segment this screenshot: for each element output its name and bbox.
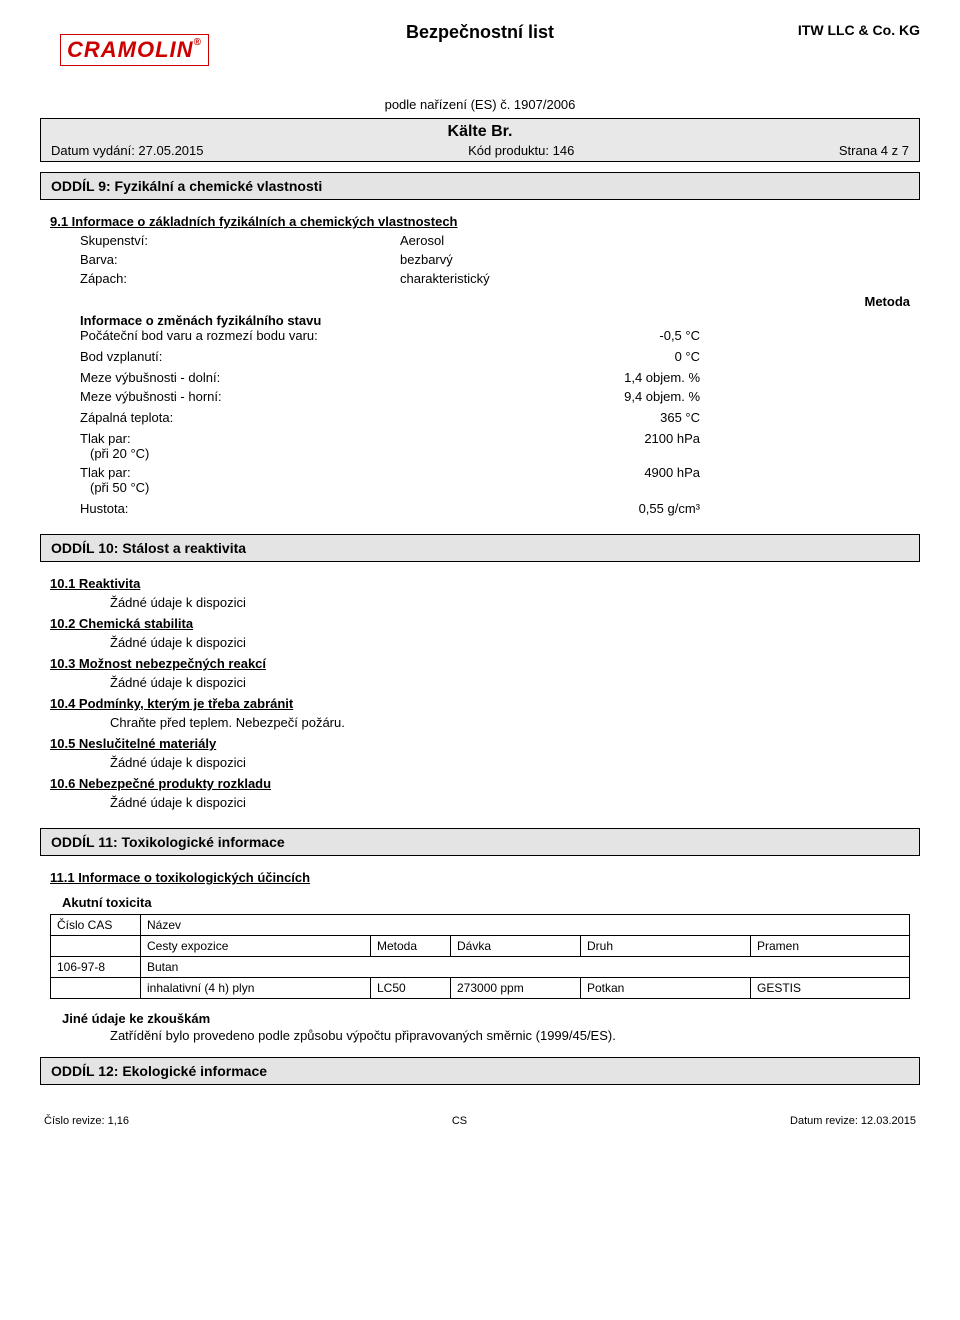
substance-name: Butan [141, 957, 910, 978]
ignition-label: Zápalná teplota: [80, 410, 400, 425]
page-number: Strana 4 z 7 [839, 143, 909, 158]
footer-revision-no: Číslo revize: 1,16 [44, 1115, 129, 1127]
explosion-lower-label: Meze výbušnosti - dolní: [80, 370, 400, 385]
boiling-value: -0,5 °C [400, 328, 700, 343]
s10-5-text: Žádné údaje k dispozici [50, 755, 910, 770]
th-dose: Dávka [451, 936, 581, 957]
odor-value: charakteristický [400, 271, 490, 286]
issue-date: Datum vydání: 27.05.2015 [51, 143, 204, 158]
section-9-1-heading: 9.1 Informace o základních fyzikálních a… [50, 214, 910, 229]
th-route: Cesty expozice [141, 936, 371, 957]
s10-2-head: 10.2 Chemická stabilita [50, 616, 910, 631]
density-value: 0,55 g/cm³ [400, 501, 700, 516]
method-value: LC50 [371, 978, 451, 999]
cas-number: 106-97-8 [51, 957, 141, 978]
regulation-line: podle nařízení (ES) č. 1907/2006 [40, 97, 920, 112]
state-value: Aerosol [400, 233, 444, 248]
color-value: bezbarvý [400, 252, 453, 267]
other-tests-text: Zatřídění bylo provedeno podle způsobu v… [50, 1028, 910, 1043]
s10-6-head: 10.6 Nebezpečné produkty rozkladu [50, 776, 910, 791]
brand-logo: CRAMOLIN® [60, 34, 209, 66]
product-band: Kälte Br. Datum vydání: 27.05.2015 Kód p… [40, 118, 920, 162]
section-11-header: ODDÍL 11: Toxikologické informace [40, 828, 920, 856]
color-label: Barva: [80, 252, 400, 267]
toxicity-table: Číslo CAS Název Cesty expozice Metoda Dá… [50, 914, 910, 999]
explosion-upper-label: Meze výbušnosti - horní: [80, 389, 400, 404]
logo-text: CRAMOLIN® [67, 37, 202, 62]
flash-label: Bod vzplanutí: [80, 349, 400, 364]
source-value: GESTIS [751, 978, 910, 999]
flash-value: 0 °C [400, 349, 700, 364]
s10-3-head: 10.3 Možnost nebezpečných reakcí [50, 656, 910, 671]
s10-5-head: 10.5 Neslučitelné materiály [50, 736, 910, 751]
s10-4-head: 10.4 Podmínky, kterým je třeba zabránit [50, 696, 910, 711]
s10-2-text: Žádné údaje k dispozici [50, 635, 910, 650]
vapor20-note: (při 20 °C) [80, 446, 149, 461]
th-species: Druh [581, 936, 751, 957]
th-source: Pramen [751, 936, 910, 957]
s11-1-head: 11.1 Informace o toxikologických účincíc… [50, 870, 910, 885]
density-label: Hustota: [80, 501, 400, 516]
s10-1-head: 10.1 Reaktivita [50, 576, 910, 591]
other-tests-heading: Jiné údaje ke zkouškám [62, 1011, 910, 1026]
dose-value: 273000 ppm [451, 978, 581, 999]
ignition-value: 365 °C [400, 410, 700, 425]
section-12-header: ODDÍL 12: Ekologické informace [40, 1057, 920, 1085]
section-10-header: ODDÍL 10: Stálost a reaktivita [40, 534, 920, 562]
phys-changes-heading: Informace o změnách fyzikálního stavu [50, 313, 910, 328]
footer-lang: CS [452, 1115, 467, 1127]
product-code: Kód produktu: 146 [468, 143, 574, 158]
product-name: Kälte Br. [41, 121, 919, 143]
vapor20-value: 2100 hPa [400, 431, 700, 461]
vapor50-value: 4900 hPa [400, 465, 700, 495]
company-name: ITW LLC & Co. KG [798, 22, 920, 38]
state-label: Skupenství: [80, 233, 400, 248]
th-method: Metoda [371, 936, 451, 957]
s10-4-text: Chraňte před teplem. Nebezpečí požáru. [50, 715, 910, 730]
s10-3-text: Žádné údaje k dispozici [50, 675, 910, 690]
odor-label: Zápach: [80, 271, 400, 286]
vapor50-label: Tlak par: [80, 465, 131, 480]
explosion-lower-value: 1,4 objem. % [400, 370, 700, 385]
th-name: Název [141, 915, 910, 936]
explosion-upper-value: 9,4 objem. % [400, 389, 700, 404]
route-value: inhalativní (4 h) plyn [141, 978, 371, 999]
vapor20-label: Tlak par: [80, 431, 131, 446]
vapor50-note: (při 50 °C) [80, 480, 149, 495]
s10-6-text: Žádné údaje k dispozici [50, 795, 910, 810]
acute-toxicity-heading: Akutní toxicita [62, 895, 910, 910]
boiling-label: Počáteční bod varu a rozmezí bodu varu: [80, 328, 400, 343]
footer-revision-date: Datum revize: 12.03.2015 [790, 1115, 916, 1127]
th-cas: Číslo CAS [51, 915, 141, 936]
s10-1-text: Žádné údaje k dispozici [50, 595, 910, 610]
species-value: Potkan [581, 978, 751, 999]
section-9-header: ODDÍL 9: Fyzikální a chemické vlastnosti [40, 172, 920, 200]
method-heading: Metoda [700, 294, 910, 309]
